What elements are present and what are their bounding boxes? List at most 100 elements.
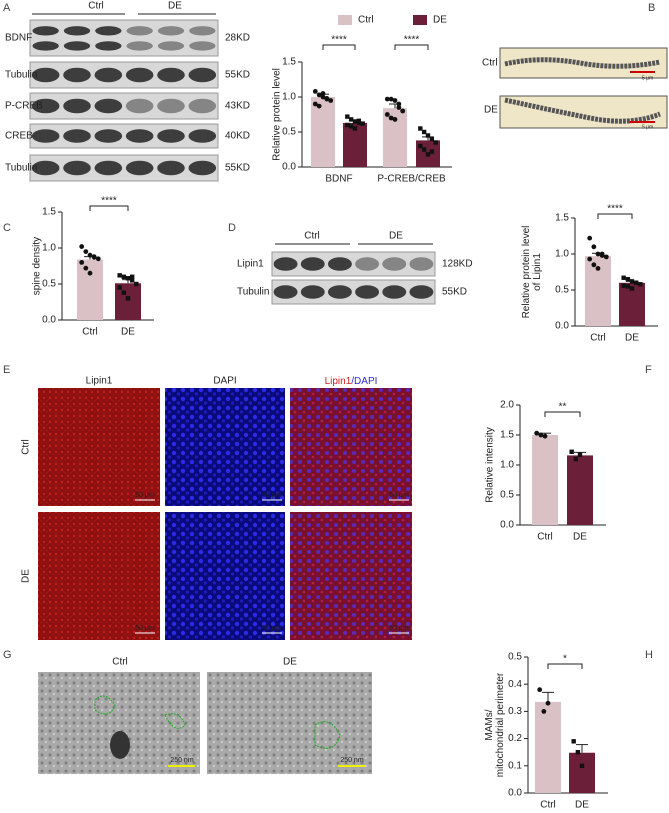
blot-band — [63, 26, 91, 36]
column-title: Ctrl — [112, 657, 128, 668]
y-axis-label: spine density — [32, 237, 43, 295]
sig-bracket — [89, 205, 129, 211]
blot-band — [355, 257, 380, 271]
blot-band — [157, 26, 185, 36]
sig-bracket — [394, 44, 429, 50]
x-tick-label: Ctrl — [590, 333, 606, 344]
blot-band — [409, 285, 434, 299]
data-point — [625, 277, 631, 282]
protein-label: Lipin1 — [237, 259, 264, 270]
blot-band — [273, 257, 298, 271]
size-label: 28KD — [225, 33, 250, 44]
blot-band — [382, 285, 407, 299]
blot-strip — [29, 92, 219, 120]
data-point — [134, 281, 139, 287]
row-label: DE — [484, 105, 498, 116]
blot-band — [95, 41, 122, 51]
data-point — [573, 456, 579, 462]
blot-band — [94, 98, 123, 114]
blot-strip — [29, 61, 219, 89]
data-point — [356, 118, 362, 123]
data-point — [591, 244, 597, 250]
data-point — [599, 251, 605, 257]
dapi-image — [165, 512, 285, 640]
blot-band — [125, 67, 154, 83]
sig-bracket — [322, 44, 356, 50]
y-tick-label: 0.2 — [508, 733, 522, 744]
data-point — [591, 262, 597, 268]
data-point — [121, 274, 127, 279]
blot-band — [157, 41, 185, 51]
lipin1-image — [38, 388, 160, 506]
y-axis-label: MAMs/ — [484, 709, 495, 740]
y-tick-label: 0.1 — [508, 760, 522, 771]
data-point — [83, 249, 89, 255]
blot-band — [31, 98, 60, 114]
blot-band — [273, 285, 298, 299]
y-tick-label: 1.5 — [555, 213, 569, 224]
y-tick-label: 1.0 — [500, 460, 514, 471]
sig-label: **** — [404, 35, 420, 46]
bar — [567, 455, 593, 525]
sig-bracket — [547, 663, 583, 669]
data-point — [316, 103, 322, 109]
blot-band — [188, 67, 217, 83]
y-tick-label: 1.5 — [282, 57, 296, 68]
data-point — [587, 256, 593, 262]
y-tick-label: 1.5 — [42, 207, 56, 218]
sig-label: **** — [331, 35, 347, 46]
blot-band — [31, 129, 60, 143]
data-point — [421, 147, 427, 152]
blot-band — [188, 160, 217, 176]
y-tick-label: 2.0 — [500, 400, 514, 411]
panel-letter: E — [3, 364, 10, 376]
blot-band — [157, 129, 185, 143]
data-point — [625, 284, 631, 289]
blot-strip — [29, 19, 219, 57]
blot-band — [94, 67, 123, 83]
y-tick-label: 0.0 — [42, 315, 56, 326]
blot-band — [32, 26, 59, 36]
mito-outline — [94, 695, 341, 749]
scale-label: 50 μm — [389, 625, 409, 632]
data-point — [345, 114, 350, 119]
data-point — [621, 275, 626, 280]
sig-bracket — [597, 213, 633, 219]
data-point — [388, 96, 394, 102]
column-title: Lipin1/DAPI — [325, 376, 378, 387]
y-tick-label: 0.5 — [282, 127, 296, 138]
blot-band — [31, 67, 60, 83]
blot-strip — [271, 279, 436, 305]
blot-strip — [29, 154, 219, 182]
merge-image — [290, 512, 412, 640]
column-title: DE — [283, 657, 297, 668]
size-label: 55KD — [442, 287, 467, 298]
blot-band — [188, 129, 217, 143]
data-point — [87, 270, 93, 276]
group-label: Ctrl — [304, 231, 320, 242]
blot-band — [32, 41, 59, 51]
bar — [535, 701, 561, 793]
data-point — [345, 122, 350, 128]
data-point — [638, 282, 643, 287]
blot-strip — [271, 251, 436, 277]
y-axis-label: Relative protein level — [272, 68, 283, 161]
data-point — [425, 152, 431, 157]
blot-band — [63, 129, 91, 143]
data-point — [125, 276, 131, 281]
x-tick-label: DE — [625, 333, 639, 344]
em-image — [207, 672, 372, 774]
row-label: Ctrl — [21, 439, 32, 455]
data-point — [117, 285, 122, 290]
blot-band — [157, 98, 185, 114]
y-tick-label: 0.3 — [508, 706, 522, 717]
data-point — [569, 449, 574, 454]
blot-band — [300, 257, 325, 271]
bar — [532, 435, 558, 525]
x-tick-label: Ctrl — [540, 800, 556, 811]
x-tick-label: Ctrl — [537, 532, 553, 543]
y-tick-label: 1.5 — [500, 430, 514, 441]
blot-band — [327, 285, 352, 299]
data-point — [91, 254, 97, 260]
